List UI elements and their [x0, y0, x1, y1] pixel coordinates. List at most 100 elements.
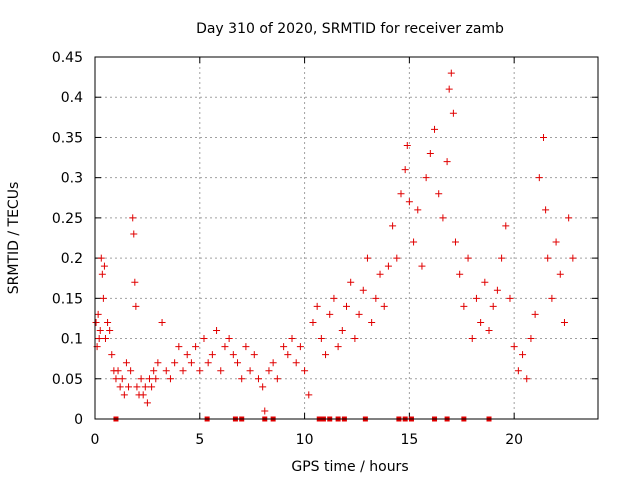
data-point [368, 318, 376, 326]
data-point [401, 166, 409, 174]
data-point [137, 375, 145, 383]
data-point [403, 141, 411, 149]
data-point [506, 294, 514, 302]
data-point [334, 343, 342, 351]
data-point [451, 238, 459, 246]
data-point [221, 343, 229, 351]
data-point [175, 343, 183, 351]
data-point [141, 383, 149, 391]
data-point [171, 359, 179, 367]
data-point [208, 351, 216, 359]
data-point [313, 302, 321, 310]
data-point [250, 351, 258, 359]
data-point [414, 206, 422, 214]
data-point [431, 125, 439, 133]
y-tick-label: 0.2 [61, 251, 83, 267]
data-point [393, 254, 401, 262]
data-point [152, 375, 160, 383]
data-point [139, 391, 147, 399]
data-point [92, 318, 100, 326]
data-point [95, 335, 103, 343]
data-point [531, 310, 539, 318]
data-point [120, 391, 128, 399]
y-tick-label: 0 [74, 412, 83, 428]
data-point [363, 254, 371, 262]
y-tick-label: 0.35 [52, 130, 83, 146]
data-point [548, 294, 556, 302]
data-point [129, 214, 137, 222]
data-point [106, 327, 114, 335]
data-point [265, 367, 273, 375]
y-tick-label: 0.05 [52, 372, 83, 388]
x-tick-label: 10 [296, 432, 314, 448]
data-point [519, 351, 527, 359]
data-point [217, 367, 225, 375]
data-point [259, 383, 267, 391]
data-point [125, 383, 133, 391]
data-point [502, 222, 510, 230]
data-point [542, 206, 550, 214]
data-point [447, 69, 455, 77]
data-point [254, 375, 262, 383]
y-tick-label: 0.15 [52, 291, 83, 307]
data-point [96, 327, 104, 335]
data-point [330, 294, 338, 302]
x-axis-label: GPS time / hours [291, 459, 408, 475]
data-point [376, 270, 384, 278]
data-point [292, 359, 300, 367]
data-point [131, 278, 139, 286]
data-point [565, 214, 573, 222]
data-point [148, 383, 156, 391]
data-point [418, 262, 426, 270]
data-point [118, 375, 126, 383]
data-point [552, 238, 560, 246]
y-tick-label: 0.45 [52, 50, 83, 66]
data-point [481, 278, 489, 286]
data-point [359, 286, 367, 294]
data-point [196, 367, 204, 375]
data-point [269, 359, 277, 367]
data-point [101, 335, 109, 343]
data-point [317, 335, 325, 343]
data-point [97, 254, 105, 262]
data-point [384, 262, 392, 270]
data-point [261, 407, 269, 415]
data-point [116, 383, 124, 391]
data-point [445, 85, 453, 93]
data-point [485, 327, 493, 335]
data-point [225, 335, 233, 343]
data-point [187, 359, 195, 367]
data-point [296, 343, 304, 351]
data-point [204, 359, 212, 367]
data-point [355, 310, 363, 318]
data-point [130, 230, 138, 238]
plot-frame [94, 56, 599, 420]
data-point [477, 318, 485, 326]
data-point [213, 327, 221, 335]
data-point [410, 238, 418, 246]
data-point [246, 367, 254, 375]
data-point [535, 174, 543, 182]
data-point [347, 278, 355, 286]
data-point [439, 214, 447, 222]
axis-ticks [94, 56, 598, 420]
data-point [122, 359, 130, 367]
chart-title: Day 310 of 2020, SRMTID for receiver zam… [196, 21, 504, 37]
data-point [154, 359, 162, 367]
data-point [98, 270, 106, 278]
data-point [556, 270, 564, 278]
data-point [468, 335, 476, 343]
x-tick-label: 15 [400, 432, 418, 448]
data-point [150, 367, 158, 375]
data-point [397, 190, 405, 198]
data-point [284, 351, 292, 359]
y-tick-label: 0.1 [61, 332, 83, 348]
data-point [544, 254, 552, 262]
y-axis-label: SRMTID / TECUs [6, 182, 22, 295]
data-point [280, 343, 288, 351]
data-point [472, 294, 480, 302]
data-point [133, 383, 141, 391]
data-point [183, 351, 191, 359]
data-point [510, 343, 518, 351]
